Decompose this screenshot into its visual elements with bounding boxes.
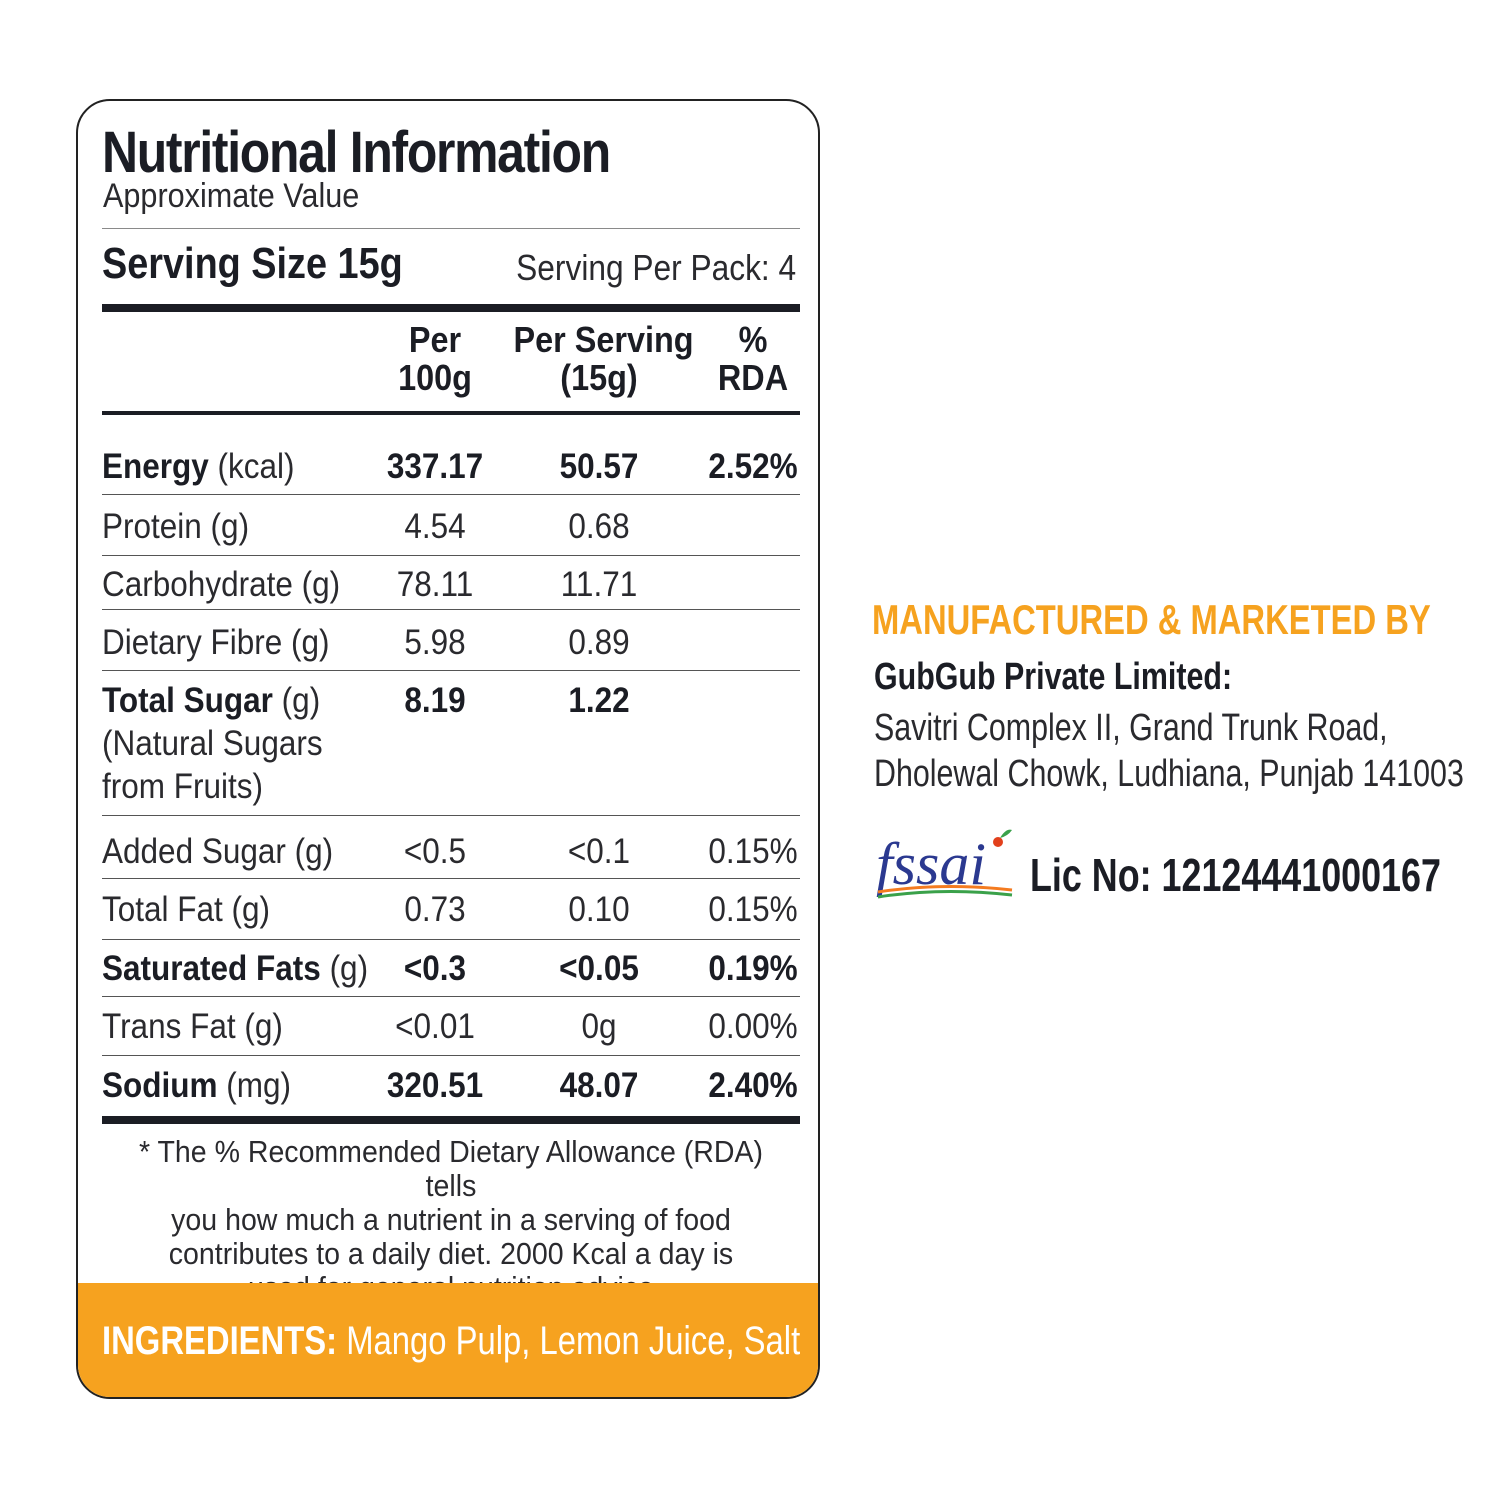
cell-rda: 0.19% <box>708 949 798 988</box>
row-label: Added Sugar (g) <box>102 832 334 871</box>
cell-rda: 0.15% <box>708 890 798 929</box>
label-title: Nutritional Information <box>102 120 611 185</box>
row-label: Total Sugar (g) (Natural Sugars from Fru… <box>102 681 323 806</box>
row-label: Total Fat (g) <box>102 890 271 929</box>
header-per-serving: Per Serving (15g) <box>513 319 694 398</box>
row-label: Dietary Fibre (g) <box>102 623 330 662</box>
cell-per-serving: 0.89 <box>568 623 630 662</box>
row-divider <box>102 555 800 556</box>
row-label: Trans Fat (g) <box>102 1007 283 1046</box>
ingredients-text: INGREDIENTS: Mango Pulp, Lemon Juice, Sa… <box>102 1319 801 1363</box>
cell-per-serving: <0.1 <box>567 832 631 871</box>
row-divider <box>102 494 800 495</box>
divider-thick <box>102 411 800 415</box>
row-label: Energy (kcal) <box>102 447 295 486</box>
cell-per-100g: <0.01 <box>395 1007 475 1046</box>
row-divider <box>102 996 800 997</box>
row-label: Carbohydrate (g) <box>102 565 341 604</box>
divider-thick <box>102 304 800 312</box>
cell-per-serving: <0.05 <box>559 949 639 988</box>
manufacturer-address: Savitri Complex II, Grand Trunk Road, Dh… <box>874 707 1464 795</box>
serving-per-pack: Serving Per Pack: 4 <box>516 247 796 288</box>
license-number: Lic No: 12124441000167 <box>1030 849 1441 901</box>
row-divider <box>102 939 800 940</box>
row-divider <box>102 878 800 879</box>
cell-per-100g: 4.54 <box>404 507 466 546</box>
cell-per-serving: 50.57 <box>559 447 639 486</box>
nutrition-label-panel: Nutritional Information Approximate Valu… <box>76 99 820 1399</box>
cell-per-serving: 0.10 <box>568 890 630 929</box>
serving-size: Serving Size 15g <box>102 239 403 288</box>
cell-per-serving: 0.68 <box>568 507 630 546</box>
cell-per-100g: 337.17 <box>386 447 484 486</box>
cell-rda: 0.00% <box>708 1007 798 1046</box>
cell-rda: 2.40% <box>708 1066 798 1105</box>
divider <box>102 228 800 229</box>
manufacturer-name: GubGub Private Limited: <box>874 656 1233 698</box>
cell-per-100g: 320.51 <box>386 1066 484 1105</box>
cell-per-100g: 0.73 <box>404 890 466 929</box>
label-subtitle: Approximate Value <box>103 177 360 215</box>
cell-per-100g: <0.3 <box>403 949 467 988</box>
cell-rda: 2.52% <box>708 447 798 486</box>
row-label: Sodium (mg) <box>102 1066 291 1105</box>
fssai-logo-icon: fssai <box>876 829 1013 899</box>
row-divider <box>102 815 800 816</box>
cell-per-serving: 1.22 <box>568 681 630 720</box>
cell-rda: 0.15% <box>708 832 798 871</box>
row-label: Saturated Fats (g) <box>102 949 369 988</box>
cell-per-100g: 8.19 <box>404 681 466 720</box>
header-per-100g: Per 100g <box>398 319 472 398</box>
cell-per-100g: <0.5 <box>403 832 467 871</box>
cell-per-100g: 78.11 <box>396 565 474 604</box>
divider-thick <box>102 1116 800 1124</box>
manufacturer-heading: MANUFACTURED & MARKETED BY <box>872 596 1431 643</box>
header-rda: % RDA <box>717 319 789 398</box>
row-divider <box>102 670 800 671</box>
row-divider <box>102 609 800 610</box>
cell-per-100g: 5.98 <box>404 623 466 662</box>
rda-footnote: * The % Recommended Dietary Allowance (R… <box>138 1134 763 1305</box>
cell-per-serving: 0g <box>581 1007 617 1046</box>
row-label: Protein (g) <box>102 507 250 546</box>
ingredients-banner: INGREDIENTS: Mango Pulp, Lemon Juice, Sa… <box>78 1283 818 1397</box>
row-divider <box>102 1055 800 1056</box>
cell-per-serving: 48.07 <box>559 1066 639 1105</box>
cell-per-serving: 11.71 <box>560 565 638 604</box>
